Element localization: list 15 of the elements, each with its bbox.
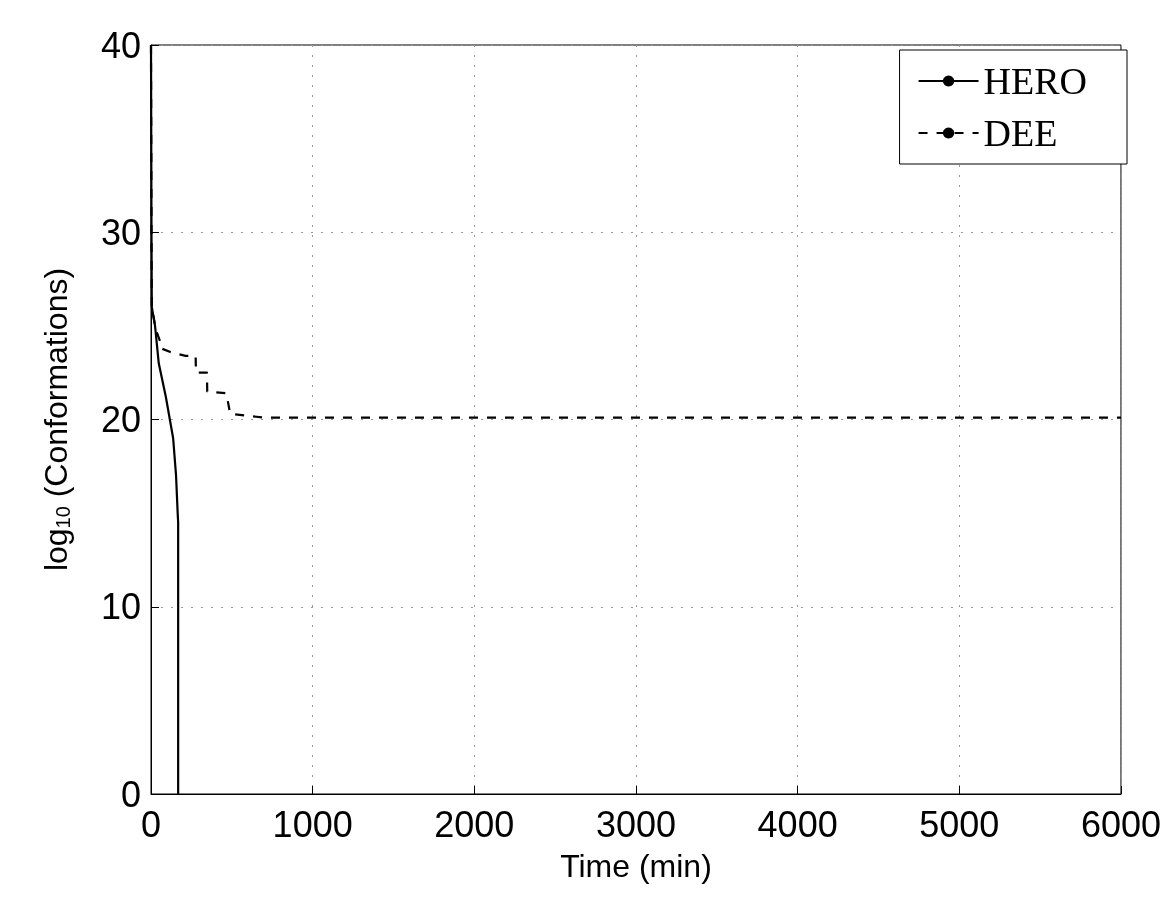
y-axis-title: log10 (Conformations) [38,267,74,572]
y-tick-label: 30 [100,211,141,253]
x-tick-label: 2000 [434,803,515,845]
legend-label: DEE [983,112,1058,154]
legend-label: HERO [983,60,1088,102]
x-tick-label: 6000 [1080,803,1161,845]
x-tick-label: 4000 [757,803,838,845]
x-tick-label: 5000 [919,803,1000,845]
y-tick-label: 0 [120,773,141,815]
x-tick-label: 3000 [595,803,677,845]
x-tick-label: 1000 [272,803,353,845]
y-tick-label: 40 [100,24,141,66]
y-tick-label: 10 [100,586,141,628]
x-axis-title: Time (min) [560,848,712,884]
y-tick-label: 20 [100,399,141,440]
